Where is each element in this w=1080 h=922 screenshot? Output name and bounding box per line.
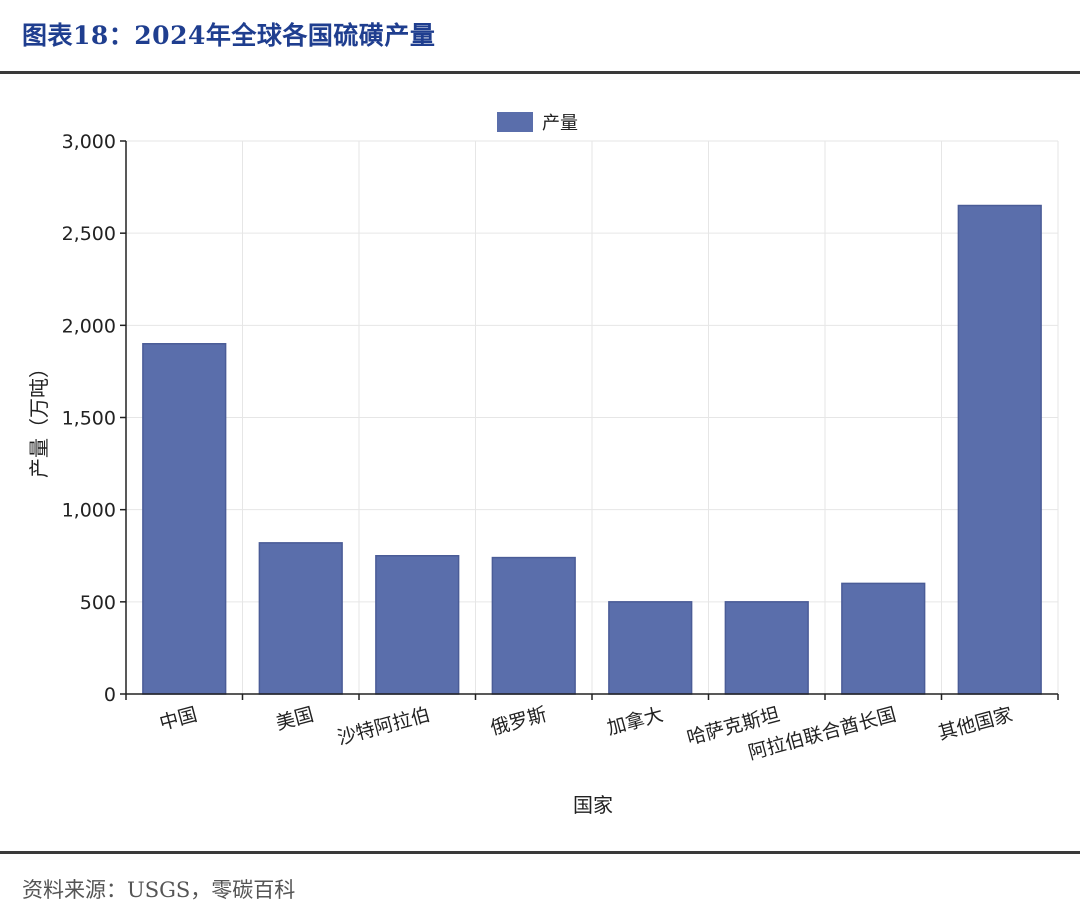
legend: 产量 (497, 112, 578, 134)
bar (142, 343, 227, 695)
x-tick-label: 加拿大 (605, 703, 666, 740)
grid-lines (126, 140, 1059, 694)
y-tick-label: 1,500 (62, 408, 116, 430)
bar (724, 601, 809, 695)
x-tick-label: 美国 (274, 704, 316, 735)
y-tick-label: 0 (104, 684, 116, 706)
y-tick-label: 500 (80, 592, 116, 614)
bar (608, 601, 693, 695)
top-divider (0, 71, 1080, 74)
bar-chart: 0 500 1,000 1,500 2,000 2,500 3,000 中国 美国 沙特阿拉伯 俄… (27, 112, 1059, 817)
legend-label: 产量 (542, 113, 578, 134)
y-axis-title: 产量（万吨） (27, 358, 51, 478)
legend-swatch (497, 112, 533, 132)
bar (841, 582, 926, 695)
source-note: 资料来源：USGS，零碳百科 (22, 878, 296, 902)
bottom-divider (0, 851, 1080, 854)
y-tick-label: 3,000 (62, 131, 116, 153)
y-tick-label: 2,500 (62, 223, 116, 245)
bar (375, 555, 460, 695)
y-tick-label: 1,000 (62, 500, 116, 522)
y-axis: 0 500 1,000 1,500 2,000 2,500 3,000 (62, 131, 127, 706)
x-tick-label: 中国 (157, 704, 199, 735)
bar (258, 542, 343, 695)
x-axis-title: 国家 (573, 793, 613, 817)
bar (957, 204, 1042, 695)
bar (491, 556, 576, 695)
page-title: 图表18：2024年全球各国硫磺产量 (22, 21, 436, 50)
y-tick-label: 2,000 (62, 315, 116, 337)
x-tick-label: 沙特阿拉伯 (335, 704, 432, 750)
x-tick-label: 俄罗斯 (488, 704, 549, 740)
bars (142, 204, 1042, 695)
x-tick-label: 其他国家 (936, 704, 1015, 745)
